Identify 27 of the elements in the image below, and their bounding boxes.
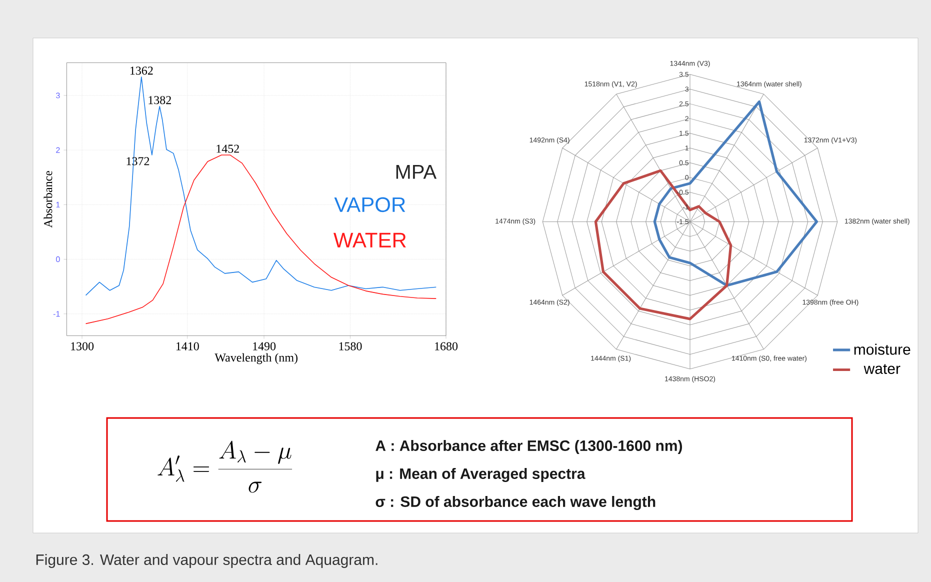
x-tick-label: 1580 <box>339 342 362 350</box>
x-tick-label: 1410 <box>176 342 199 350</box>
text: $A'_{\lambda} = \frac{A_{\lambda}-\mu}{\sigma}$ <box>158 440 292 493</box>
y-tick-label: 1 <box>56 202 60 208</box>
y-tick-label: -1 <box>53 311 60 317</box>
caption: Figure 3. Water and vapour spectra and Aquagram. <box>36 554 378 568</box>
y-tick-label: 3 <box>56 92 60 98</box>
series-label: WATER <box>333 232 406 248</box>
y-tick-label: 0 <box>56 256 60 262</box>
line-series <box>85 154 437 324</box>
text: VAPOR <box>334 197 406 212</box>
x-axis-title: Wavelength (nm) <box>214 353 298 364</box>
text: A : Absorbance after EMSC (1300-1600 nm) <box>376 440 682 454</box>
legend-label: moisture <box>854 344 910 355</box>
text: μ : Mean of Averaged spectra <box>376 468 586 482</box>
text: σ : SD of absorbance each wave length <box>376 496 656 510</box>
y-tick-label: 2 <box>56 147 60 153</box>
annotation: 1382 <box>148 96 171 104</box>
y-axis-title: Absorbance <box>44 170 52 228</box>
legend-label: water <box>864 364 900 374</box>
x-tick-label: 1680 <box>435 342 458 350</box>
annotation: 1362 <box>130 66 153 75</box>
x-tick-label: 1490 <box>253 342 276 350</box>
x-tick-label: 1300 <box>71 342 94 350</box>
line-series <box>85 76 437 296</box>
annotation: MPA <box>396 165 437 179</box>
annotation: 1452 <box>216 144 239 153</box>
